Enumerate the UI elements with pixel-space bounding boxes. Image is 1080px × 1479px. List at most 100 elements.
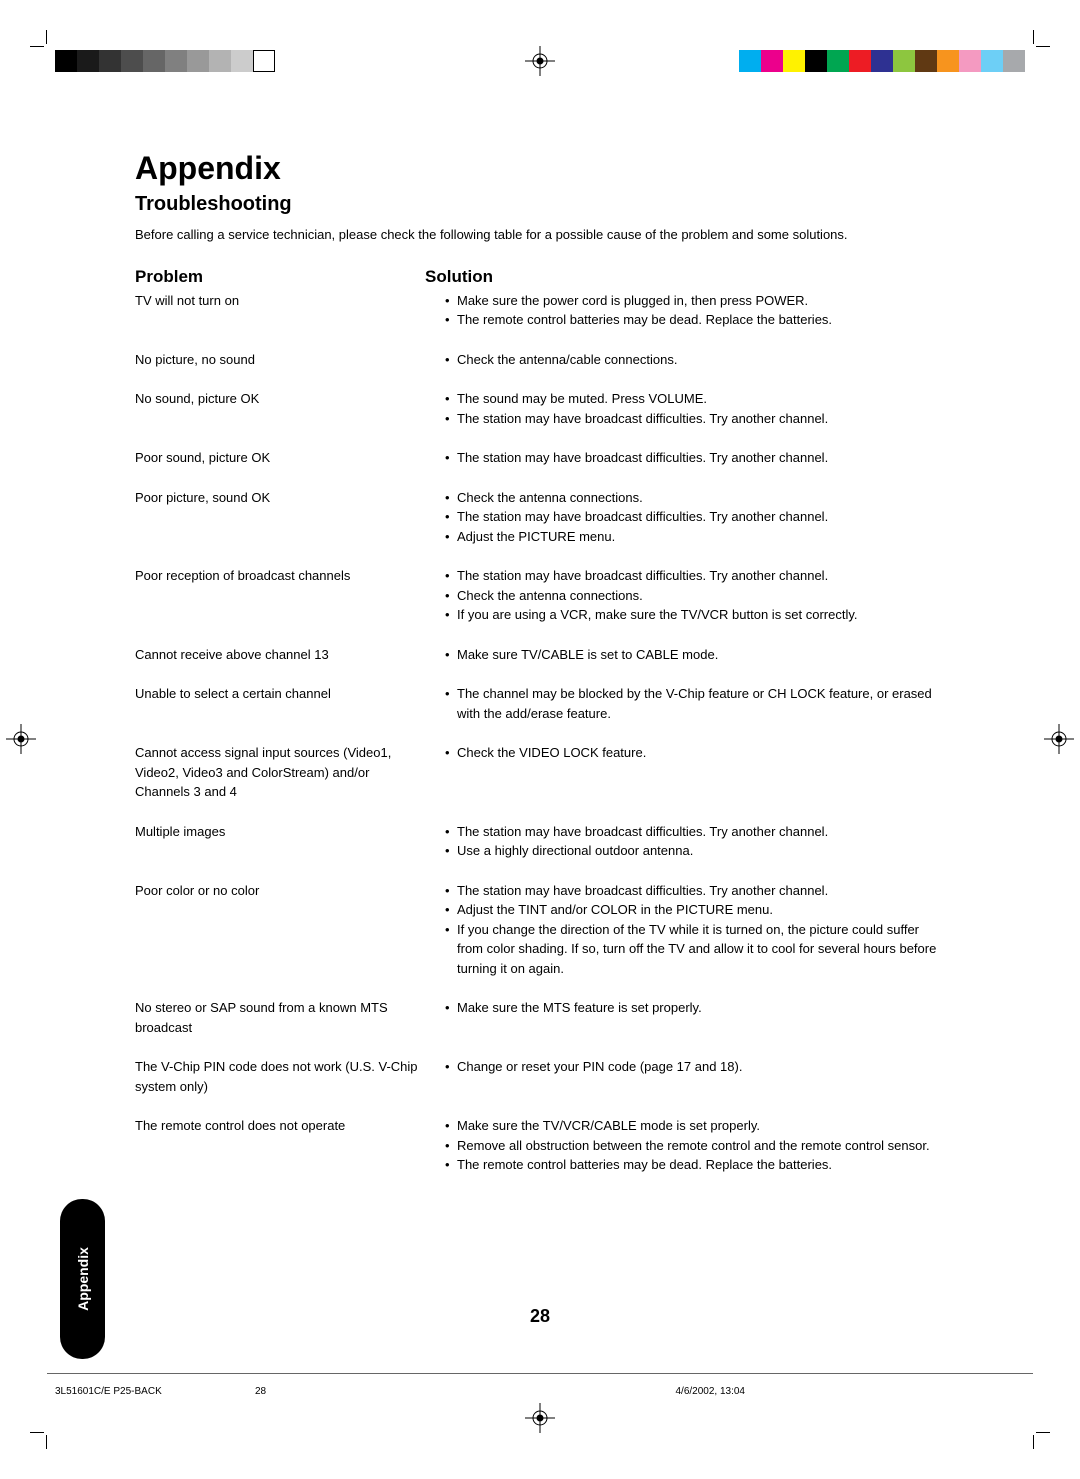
swatch — [187, 50, 209, 72]
swatch — [143, 50, 165, 72]
table-row: Poor reception of broadcast channelsThe … — [135, 566, 945, 625]
footer: 3L51601C/E P25-BACK 28 4/6/2002, 13:04 — [55, 1386, 1025, 1397]
swatch — [827, 50, 849, 72]
page: Appendix Troubleshooting Before calling … — [0, 0, 1080, 1479]
problem-cell: Cannot access signal input sources (Vide… — [135, 743, 437, 802]
trim-mark — [1033, 1435, 1034, 1449]
table-row: No picture, no sound Check the antenna/ca… — [135, 350, 945, 370]
swatch — [165, 50, 187, 72]
solution-item: The remote control batteries may be dead… — [445, 310, 945, 330]
solution-cell: Make sure the MTS feature is set properl… — [437, 998, 945, 1037]
intro-text: Before calling a service technician, ple… — [135, 226, 945, 245]
swatch — [55, 50, 77, 72]
solution-cell: The channel may be blocked by the V-Chip… — [437, 684, 945, 723]
swatch — [915, 50, 937, 72]
solution-cell: Make sure TV/CABLE is set to CABLE mode. — [437, 645, 945, 665]
table-row: Poor color or no color The station may ha… — [135, 881, 945, 979]
table-header: Problem Solution — [135, 267, 945, 287]
swatch — [959, 50, 981, 72]
solution-item: Make sure TV/CABLE is set to CABLE mode. — [445, 645, 945, 665]
swatch — [937, 50, 959, 72]
solution-item: The station may have broadcast difficult… — [445, 881, 945, 901]
section-heading: Troubleshooting — [135, 193, 945, 216]
table-row: No stereo or SAP sound from a known MTS … — [135, 998, 945, 1037]
trim-mark — [1036, 1432, 1050, 1433]
problem-cell: Multiple images — [135, 822, 437, 861]
solution-item: Check the antenna connections. — [445, 488, 945, 508]
solution-item: Check the VIDEO LOCK feature. — [445, 743, 945, 763]
table-row: Poor sound, picture OKThe station may ha… — [135, 448, 945, 468]
solution-item: Adjust the PICTURE menu. — [445, 527, 945, 547]
solution-item: Use a highly directional outdoor antenna… — [445, 841, 945, 861]
page-number: 28 — [0, 1306, 1080, 1327]
swatch — [805, 50, 827, 72]
problem-cell: No picture, no sound — [135, 350, 437, 370]
trim-mark — [46, 30, 47, 44]
solution-cell: The station may have broadcast difficult… — [437, 566, 945, 625]
swatch — [121, 50, 143, 72]
table-row: Unable to select a certain channelThe ch… — [135, 684, 945, 723]
problem-cell: TV will not turn on — [135, 291, 437, 330]
swatch — [209, 50, 231, 72]
register-mark-icon — [525, 1403, 555, 1433]
solution-item: If you are using a VCR, make sure the TV… — [445, 605, 945, 625]
solution-item: The station may have broadcast difficult… — [445, 409, 945, 429]
problem-cell: The remote control does not operate — [135, 1116, 437, 1175]
footer-page: 28 — [255, 1386, 375, 1397]
problem-cell: No stereo or SAP sound from a known MTS … — [135, 998, 437, 1037]
solution-item: Make sure the power cord is plugged in, … — [445, 291, 945, 311]
swatch — [981, 50, 1003, 72]
solution-item: Check the antenna/cable connections. — [445, 350, 945, 370]
side-tab-label: Appendix — [75, 1247, 91, 1311]
swatch — [253, 50, 275, 72]
solution-cell: Make sure the power cord is plugged in, … — [437, 291, 945, 330]
problem-header: Problem — [135, 267, 425, 287]
swatch — [1003, 50, 1025, 72]
register-mark-icon — [6, 724, 36, 754]
table-row: The remote control does not operate Make … — [135, 1116, 945, 1175]
swatch — [761, 50, 783, 72]
solution-item: Adjust the TINT and/or COLOR in the PICT… — [445, 900, 945, 920]
solution-header: Solution — [425, 267, 945, 287]
solution-item: Make sure the MTS feature is set properl… — [445, 998, 945, 1018]
trim-mark — [1036, 46, 1050, 47]
solution-cell: Change or reset your PIN code (page 17 a… — [437, 1057, 945, 1096]
solution-item: Check the antenna connections. — [445, 586, 945, 606]
table-row: Multiple images The station may have broa… — [135, 822, 945, 861]
solution-item: The remote control batteries may be dead… — [445, 1155, 945, 1175]
trim-mark — [30, 46, 44, 47]
solution-cell: The sound may be muted. Press VOLUME.The… — [437, 389, 945, 428]
side-tab: Appendix — [60, 1199, 105, 1359]
footer-divider — [47, 1373, 1033, 1374]
footer-datetime: 4/6/2002, 13:04 — [675, 1386, 1025, 1397]
page-title: Appendix — [135, 150, 945, 187]
solution-item: The station may have broadcast difficult… — [445, 507, 945, 527]
trim-mark — [1033, 30, 1034, 44]
content-area: Appendix Troubleshooting Before calling … — [135, 150, 945, 1175]
swatch — [739, 50, 761, 72]
solution-cell: The station may have broadcast difficult… — [437, 448, 945, 468]
problem-cell: Poor picture, sound OK — [135, 488, 437, 547]
solution-item: If you change the direction of the TV wh… — [445, 920, 945, 979]
solution-item: The channel may be blocked by the V-Chip… — [445, 684, 945, 723]
swatch — [893, 50, 915, 72]
solution-item: The station may have broadcast difficult… — [445, 822, 945, 842]
solution-cell: Make sure the TV/VCR/CABLE mode is set p… — [437, 1116, 945, 1175]
swatch — [99, 50, 121, 72]
problem-cell: Poor color or no color — [135, 881, 437, 979]
solution-item: The sound may be muted. Press VOLUME. — [445, 389, 945, 409]
table-row: Cannot access signal input sources (Vide… — [135, 743, 945, 802]
solution-item: The station may have broadcast difficult… — [445, 448, 945, 468]
solution-cell: Check the antenna connections.The statio… — [437, 488, 945, 547]
table-row: The V-Chip PIN code does not work (U.S. … — [135, 1057, 945, 1096]
table-row: No sound, picture OKThe sound may be mut… — [135, 389, 945, 428]
problem-cell: The V-Chip PIN code does not work (U.S. … — [135, 1057, 437, 1096]
register-mark-icon — [525, 46, 555, 76]
problem-cell: Unable to select a certain channel — [135, 684, 437, 723]
solution-item: Remove all obstruction between the remot… — [445, 1136, 945, 1156]
solution-cell: The station may have broadcast difficult… — [437, 822, 945, 861]
solution-item: Change or reset your PIN code (page 17 a… — [445, 1057, 945, 1077]
solution-item: The station may have broadcast difficult… — [445, 566, 945, 586]
swatch — [231, 50, 253, 72]
solution-item: Make sure the TV/VCR/CABLE mode is set p… — [445, 1116, 945, 1136]
